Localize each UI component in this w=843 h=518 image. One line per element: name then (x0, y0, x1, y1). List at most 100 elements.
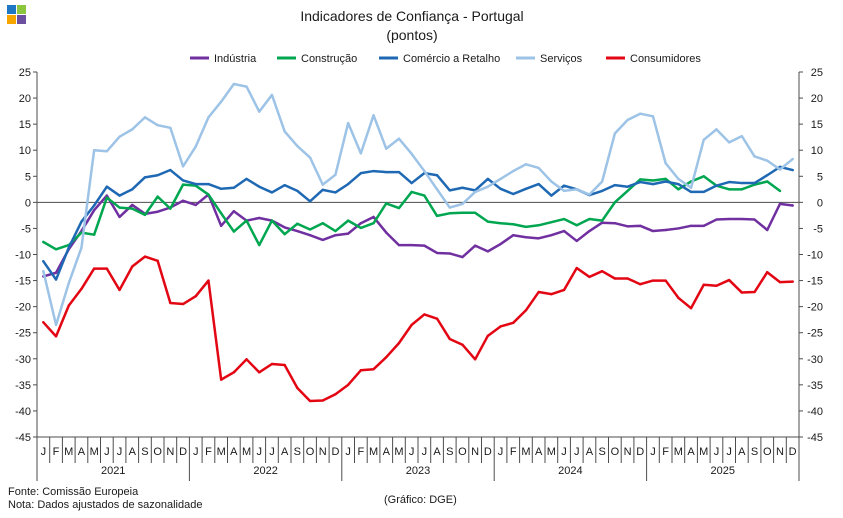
data-point (283, 183, 286, 187)
data-point (512, 234, 515, 237)
data-point (499, 187, 502, 190)
data-point (613, 222, 617, 225)
data-point (461, 211, 464, 214)
series-line-3 (42, 165, 794, 281)
data-point (435, 317, 439, 320)
data-point (359, 226, 363, 230)
data-point (727, 141, 731, 144)
year-tick-label: 2022 (253, 465, 277, 477)
data-point (118, 206, 121, 209)
data-point (245, 219, 248, 222)
data-point (67, 246, 70, 249)
data-point (232, 371, 236, 374)
data-point (321, 183, 324, 186)
data-point (207, 116, 210, 119)
month-tick-label: F (357, 446, 364, 458)
data-point (550, 220, 553, 224)
data-point (131, 207, 134, 210)
data-point (385, 170, 388, 174)
month-tick-label: A (129, 446, 137, 458)
data-point (651, 115, 655, 118)
data-point (740, 134, 744, 138)
data-point (613, 183, 617, 187)
data-point (156, 174, 159, 177)
data-point (524, 309, 528, 312)
data-point (435, 251, 439, 255)
month-tick-label: J (269, 446, 275, 458)
data-point (118, 288, 121, 292)
data-point (664, 162, 667, 165)
month-tick-label: J (726, 446, 732, 458)
data-point (562, 288, 566, 292)
data-point (740, 217, 744, 221)
data-point (702, 175, 705, 178)
data-point (588, 217, 591, 221)
data-point (512, 223, 515, 226)
data-point (397, 341, 401, 345)
data-point (296, 229, 299, 233)
data-point (537, 224, 540, 227)
data-point (346, 121, 350, 125)
data-point (308, 228, 312, 231)
month-tick-label: D (484, 446, 492, 458)
data-point (626, 118, 629, 122)
data-point (473, 211, 477, 214)
y-tick-label-left: 10 (19, 145, 31, 157)
data-point (524, 236, 528, 239)
data-point (499, 325, 502, 328)
data-point (397, 137, 401, 140)
data-point (639, 112, 642, 115)
year-tick-label: 2021 (101, 465, 125, 477)
data-point (410, 152, 413, 156)
data-point (105, 150, 109, 153)
data-point (321, 222, 324, 225)
y-tick-label-left: -20 (15, 302, 31, 314)
data-point (473, 244, 477, 247)
data-point (639, 224, 642, 228)
data-point (778, 168, 782, 171)
y-tick-label-left: 5 (25, 171, 31, 183)
axes: 25 25 20 20 15 15 10 10 5 5 0 0 -5 -5 -10 -10 -15 -15 -20 -… (15, 67, 823, 481)
data-point (651, 179, 655, 182)
data-point (270, 93, 274, 97)
data-point (600, 219, 604, 222)
data-point (105, 185, 109, 188)
data-point (232, 82, 236, 86)
data-point (486, 220, 490, 223)
data-point (131, 265, 134, 268)
y-tick-label-left: -15 (15, 276, 31, 288)
data-point (283, 363, 286, 367)
data-point (346, 219, 350, 222)
data-point (486, 177, 490, 181)
data-point (258, 371, 261, 374)
y-tick-label-left: -40 (15, 406, 31, 418)
data-point (727, 278, 731, 282)
data-point (473, 190, 477, 194)
y-tick-label-left: 20 (19, 93, 31, 105)
month-tick-label: M (64, 446, 73, 458)
data-point (118, 215, 121, 219)
month-tick-label: M (547, 446, 556, 458)
data-point (92, 204, 96, 207)
data-point (562, 189, 566, 193)
y-tick-label-right: 5 (817, 171, 823, 183)
data-point (778, 202, 782, 206)
data-point (664, 279, 667, 282)
data-point (296, 386, 299, 390)
month-tick-label: D (636, 446, 644, 458)
data-point (664, 180, 667, 183)
data-point (308, 156, 312, 159)
month-tick-label: A (738, 446, 746, 458)
y-tick-label-right: -10 (807, 250, 823, 262)
data-point (499, 222, 502, 225)
data-point (626, 225, 629, 228)
data-point (778, 189, 782, 193)
chart-title: Indicadores de Confiança - Portugal (300, 8, 523, 24)
month-tick-label: J (574, 446, 580, 458)
data-point (791, 204, 794, 207)
data-point (524, 163, 528, 166)
data-point (537, 290, 540, 294)
data-point (80, 231, 83, 234)
month-tick-label: J (193, 446, 199, 458)
data-point (461, 186, 464, 189)
